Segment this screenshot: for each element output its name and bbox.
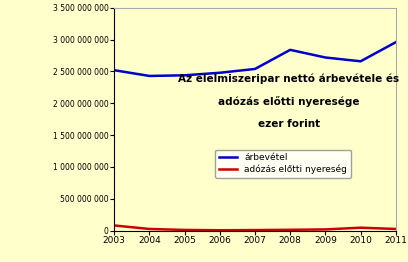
Text: ezer forint: ezer forint — [258, 119, 320, 129]
Text: adózás előtti nyeresége: adózás előtti nyeresége — [218, 96, 359, 107]
Text: Az élelmiszeripar nettó árbevétele és: Az élelmiszeripar nettó árbevétele és — [178, 74, 399, 84]
Legend: árbevétel, adózás előtti nyereség: árbevétel, adózás előtti nyereség — [215, 150, 351, 178]
